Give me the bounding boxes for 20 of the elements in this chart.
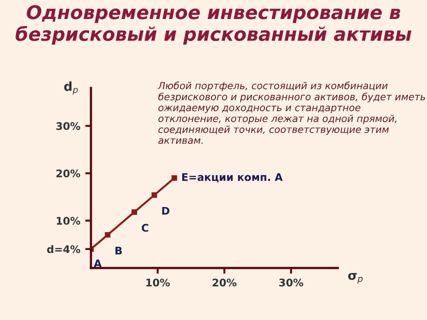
annotation: D bbox=[162, 207, 170, 215]
point bbox=[172, 175, 178, 181]
annotation: B bbox=[116, 246, 122, 254]
x-axis-title: σ$_{p}$ bbox=[348, 272, 363, 284]
x-tick-label: 20% bbox=[212, 278, 236, 286]
point bbox=[152, 192, 158, 198]
x-tick-label: 30% bbox=[279, 278, 304, 286]
y-tick-label: 30% bbox=[56, 122, 80, 130]
chart-title: Одновременное инвестирование в безрисковый и рискованный активы bbox=[16, 5, 412, 45]
x-tick-label: 10% bbox=[146, 278, 170, 286]
annotation: C bbox=[142, 224, 148, 232]
y-tick-label: 20% bbox=[56, 169, 80, 178]
point bbox=[132, 209, 138, 215]
y-tick-label: 10% bbox=[56, 216, 80, 225]
annotation: A bbox=[94, 260, 102, 268]
point bbox=[104, 232, 110, 238]
annotation: Любой портфель, состоящий из комбинации безрискового и рискованного активов, будет иметь ожидаемую доходность и стандартное отклонение, которые лежат на одной прямой, соединяющей точки, соответствующие этим активам. bbox=[158, 82, 426, 144]
annotation: E=акции комп. А bbox=[182, 173, 283, 182]
y-tick-label: d=4% bbox=[47, 245, 80, 254]
y-axis-title: d$_{p}$ bbox=[64, 81, 78, 95]
